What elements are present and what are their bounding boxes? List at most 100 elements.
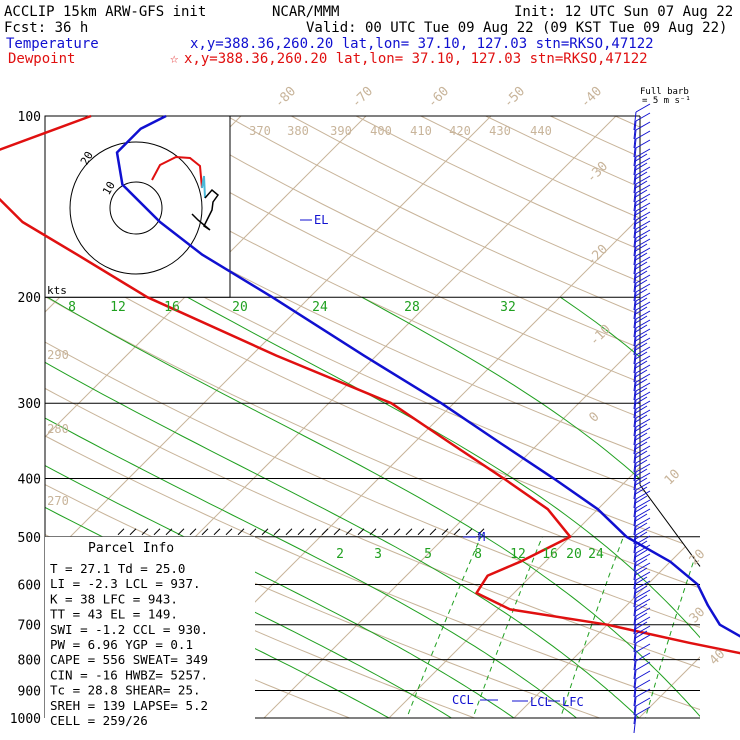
wind-barb-flag [635,252,648,261]
theta-tick-label: 440 [530,124,552,138]
wind-barb-shaft [633,687,637,707]
wind-barb-flag [635,535,651,545]
wind-barb-flag [635,360,648,369]
wind-barb-flag [635,558,648,567]
wind-barb-flag [635,432,648,441]
wind-barb-flag [635,243,648,252]
freezing-hatch [405,528,413,536]
wind-barb-flag [635,405,648,414]
isotherm-line [0,88,19,730]
wind-barb-flag [635,103,651,113]
pressure-tick-label: 800 [18,654,41,669]
theta-tick-label: 290 [47,348,69,362]
wind-barb-shaft [633,237,637,257]
wind-barb-shaft [633,381,637,401]
wind-barb-flag [635,319,651,329]
wind-barb-flag [635,553,651,563]
wind-barb-shaft [633,606,637,626]
wind-barb-shaft [633,174,637,194]
mixing-ratio-label: 12 [110,300,126,315]
pressure-tick-label: 300 [18,397,41,412]
wind-barb-shaft [633,120,637,140]
wind-barb-flag [635,265,651,275]
wind-barb-flag [635,396,648,405]
wind-barb-flag [635,576,648,585]
wind-barb-shaft [633,489,637,509]
isotherm-line [45,116,394,718]
freezing-hatch [477,528,485,536]
wind-barb-shaft [633,525,637,545]
wind-barb-shaft [633,291,637,311]
freezing-hatch [309,528,317,536]
wind-barb-flag [635,400,651,410]
wind-barb-flag [635,630,648,639]
pressure-tick-label: 400 [18,472,41,487]
parcel-info-panel: Parcel Info T = 27.1 Td = 25.0LI = -2.3 L… [45,536,255,728]
wind-barb-flag [635,162,648,171]
wind-barb-shaft [633,570,637,590]
isotherm-tick-label: -30 [584,159,611,186]
pressure-tick-label: 600 [18,578,41,593]
sounding-profiles: EL M CCL LCL LFC [0,114,740,709]
wind-barb-shaft [633,264,637,284]
wind-barb-flag [635,382,651,392]
mixing-ratio-label: 12 [510,547,526,562]
wind-barb-shaft [633,534,637,554]
wind-barb-flag [635,688,651,698]
wind-barb-shaft [633,201,637,221]
hodograph-ring-label: 10 [100,179,118,197]
freezing-hatch [393,528,401,536]
wind-barb-shaft [633,669,637,689]
wind-barb-flag [635,324,648,333]
wind-barb-flag [635,423,648,432]
wind-barb-flag [635,490,651,500]
parcel-row: CAPE = 556 SWEAT= 349 [50,652,208,667]
wind-barb-flag [635,387,648,396]
isotherm-tick-label: -20 [584,242,611,269]
wind-barb-flag [635,202,651,212]
wind-barb-shaft [633,336,637,356]
wind-barb-flag [635,634,651,644]
isotherm-tick-label: 20 [687,547,709,569]
wind-barb-flag [635,364,651,374]
wind-barb-shaft [633,282,637,302]
wind-barb-shaft [633,165,637,185]
wind-barb-shaft [633,615,637,635]
mixing-ratio-label: 24 [588,547,604,562]
theta-tick-label: 370 [249,124,271,138]
wind-barb-shaft [633,327,637,347]
wind-barb-flag [635,301,651,311]
hodograph-ring [109,181,163,235]
level-marker-label: M [478,530,485,544]
theta-tick-label: 280 [47,422,69,436]
wind-barb-shaft [633,363,637,383]
wind-barb-flag [635,171,648,180]
wind-barb-shaft [633,129,637,149]
wind-barb-flag [635,229,651,239]
wind-barb-flag [635,531,648,540]
freezing-hatch [129,528,137,536]
freezing-hatch [141,528,149,536]
wind-barb-flag [635,270,648,279]
institution-label: NCAR/MMM [272,4,339,20]
wind-barb-flag [635,328,651,338]
wind-barb-flag [635,526,651,536]
isotherm-tick-label: 30 [687,605,709,627]
wind-barb-flag [635,292,651,302]
barb-key-line2: = 5 m s⁻¹ [642,96,691,106]
dry-adiabat-line [45,116,700,718]
wind-barb-flag [635,373,651,383]
wind-barb-flag [635,310,651,320]
isotherm-line [250,116,700,718]
valid-time: Valid: 00 UTC Tue 09 Aug 22 (09 KST Tue … [306,20,727,36]
wind-barb-flag [635,180,648,189]
freezing-hatch [117,528,125,536]
wind-barb-flag [635,261,648,270]
barb-key-line1: Full barb [640,87,689,97]
wind-barb-flag [635,441,648,450]
init-time: Init: 12 UTC Sun 07 Aug 22 [514,4,733,20]
wind-barb-flag [635,216,648,225]
parcel-row: LI = -2.3 LCL = 937. [50,576,201,591]
pressure-tick-label: 100 [18,110,41,125]
dewpoint-station-info: x,y=388.36,260.20 lat,lon= 37.10, 127.03… [184,51,648,67]
